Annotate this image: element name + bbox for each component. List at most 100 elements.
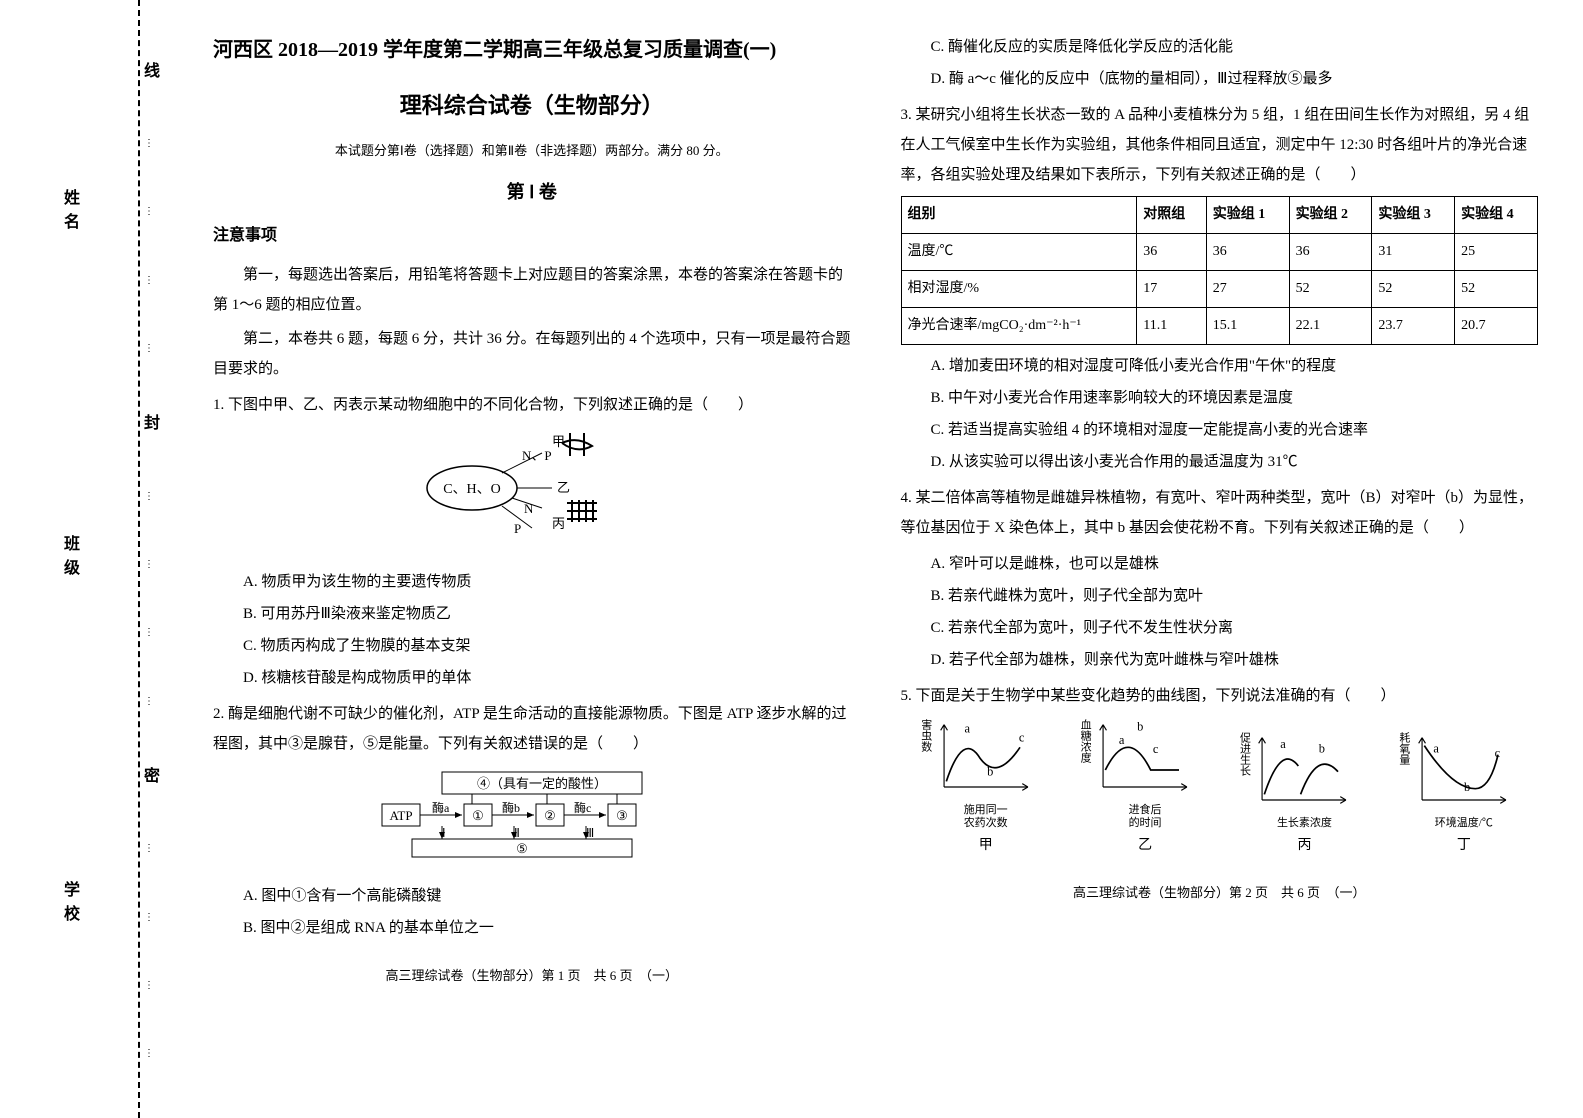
table-header-cell: 组别 [901,197,1137,234]
chart-ylabel: 害虫数 [920,719,931,752]
notice-p1: 第一，每题选出答案后，用铅笔将答题卡上对应题目的答案涂黑，本卷的答案涂在答题卡的… [213,260,851,320]
right-column: C. 酶催化反应的实质是降低化学反应的活化能 D. 酶 a～c 催化的反应中（底… [876,30,1564,1098]
svg-text:Ⅱ: Ⅱ [514,826,520,840]
seal-dots: 线 ⋮⋮⋮⋮ 封 ⋮⋮⋮⋮ 密 ⋮⋮⋮⋮ [140,0,158,1118]
svg-text:a: a [1281,737,1287,751]
q2-optC: C. 酶催化反应的实质是降低化学反应的活化能 [901,32,1539,62]
chart-ylabel: 促进生长 [1238,732,1249,776]
table-cell: 52 [1372,271,1455,308]
svg-text:P: P [514,521,521,536]
svg-text:c: c [1153,742,1159,756]
q4-optB: B. 若亲代雌株为宽叶，则子代全部为宽叶 [901,581,1539,611]
table-cell: 相对湿度/% [901,271,1137,308]
svg-text:C、H、O: C、H、O [443,482,501,497]
table-cell: 温度/℃ [901,234,1137,271]
table-cell: 17 [1137,271,1207,308]
q3-table: 组别对照组实验组 1实验组 2实验组 3实验组 4 温度/℃3636363125… [901,196,1539,345]
seal-word-mi: 密 [145,767,153,783]
binding-class: 班级 [57,535,81,583]
part-label: 第 Ⅰ 卷 [213,174,851,210]
q4-optD: D. 若子代全部为雄株，则亲代为宽叶雌株与窄叶雄株 [901,645,1539,675]
q5-charts: 害虫数 abc 施用同一 农药次数 甲 血糖浓度 abc 进食后 的时间 乙 促… [901,719,1539,860]
content-area: 河西区 2018—2019 学年度第二学期高三年级总复习质量调查(一) 理科综合… [158,0,1583,1118]
doc-title-1: 河西区 2018—2019 学年度第二学期高三年级总复习质量调查(一) [213,30,851,70]
svg-text:Ⅲ: Ⅲ [586,826,594,840]
table-cell: 22.1 [1289,308,1372,345]
q4-optA: A. 窄叶可以是雌株，也可以是雄株 [901,549,1539,579]
q1-optB: B. 可用苏丹Ⅲ染液来鉴定物质乙 [213,599,851,629]
table-cell: 15.1 [1206,308,1289,345]
table-header-cell: 对照组 [1137,197,1207,234]
q2-optB: B. 图中②是组成 RNA 的基本单位之一 [213,913,851,943]
chart-ylabel: 耗氧量 [1398,732,1409,765]
q1-optC: C. 物质丙构成了生物膜的基本支架 [213,631,851,661]
q1-optA: A. 物质甲为该生物的主要遗传物质 [213,567,851,597]
chart-item: 血糖浓度 abc 进食后 的时间 乙 [1079,719,1200,860]
q3-optC: C. 若适当提高实验组 4 的环境相对湿度一定能提高小麦的光合速率 [901,415,1539,445]
table-header-cell: 实验组 3 [1372,197,1455,234]
svg-text:⑤: ⑤ [516,841,528,856]
table-cell: 25 [1455,234,1538,271]
svg-text:c: c [1494,746,1500,760]
table-header-cell: 实验组 2 [1289,197,1372,234]
q1-optD: D. 核糖核苷酸是构成物质甲的单体 [213,663,851,693]
q1-figure: C、H、O N、P 甲 乙 N P 丙 [213,428,851,559]
svg-text:a: a [1119,733,1125,747]
seal-word-feng: 封 [145,414,153,430]
svg-text:N: N [524,501,534,516]
q3-optB: B. 中午对小麦光合作用速率影响较大的环境因素是温度 [901,383,1539,413]
table-cell: 36 [1206,234,1289,271]
svg-text:ATP: ATP [389,808,412,823]
svg-text:酶b: 酶b [502,800,520,815]
table-cell: 52 [1289,271,1372,308]
footer-left: 高三理综试卷（生物部分）第 1 页 共 6 页 （一） [213,963,851,989]
table-cell: 净光合速率/mgCO₂·dm⁻²·h⁻¹ [901,308,1137,345]
table-body: 温度/℃3636363125相对湿度/%1727525252净光合速率/mgCO… [901,234,1538,345]
q1-stem: 1. 下图中甲、乙、丙表示某动物细胞中的不同化合物，下列叙述正确的是（ ） [213,390,851,420]
doc-subtitle: 本试题分第Ⅰ卷（选择题）和第Ⅱ卷（非选择题）两部分。满分 80 分。 [213,138,851,164]
table-row: 温度/℃3636363125 [901,234,1538,271]
svg-text:N、P: N、P [522,448,552,463]
table-row: 净光合速率/mgCO₂·dm⁻²·h⁻¹11.115.122.123.720.7 [901,308,1538,345]
svg-text:②: ② [544,808,556,823]
svg-text:乙: 乙 [557,480,570,495]
table-cell: 27 [1206,271,1289,308]
table-header-cell: 实验组 1 [1206,197,1289,234]
table-row: 相对湿度/%1727525252 [901,271,1538,308]
svg-text:④（具有一定的酸性）: ④（具有一定的酸性） [477,776,607,791]
table-cell: 36 [1137,234,1207,271]
svg-text:Ⅰ: Ⅰ [442,826,446,840]
table-cell: 52 [1455,271,1538,308]
table-cell: 36 [1289,234,1372,271]
notice-p2: 第二，本卷共 6 题，每题 6 分，共计 36 分。在每题列出的 4 个选项中，… [213,324,851,384]
binding-school: 学校 [57,881,81,929]
q2-figure: ④（具有一定的酸性） ATP 酶a ① 酶b ② 酶c ③ Ⅰ Ⅱ [213,767,851,873]
chart-ylabel: 血糖浓度 [1079,719,1090,763]
svg-text:c: c [1019,731,1025,745]
q3-optD: D. 从该实验可以得出该小麦光合作用的最适温度为 31℃ [901,447,1539,477]
chart-item: 耗氧量 abc 环境温度/℃ 丁 [1398,732,1519,860]
table-header-cell: 实验组 4 [1455,197,1538,234]
table-cell: 20.7 [1455,308,1538,345]
doc-title-2: 理科综合试卷（生物部分） [213,84,851,128]
svg-text:b: b [1319,742,1325,756]
chart-item: 促进生长 ab 生长素浓度 丙 [1238,732,1359,860]
svg-text:a: a [1433,742,1439,756]
table-cell: 31 [1372,234,1455,271]
q4-optC: C. 若亲代全部为宽叶，则子代不发生性状分离 [901,613,1539,643]
svg-text:b: b [1137,719,1143,733]
svg-text:丙: 丙 [552,516,565,531]
footer-right: 高三理综试卷（生物部分）第 2 页 共 6 页 （一） [901,880,1539,906]
svg-text:①: ① [472,808,484,823]
table-cell: 23.7 [1372,308,1455,345]
q2-stem: 2. 酶是细胞代谢不可缺少的催化剂，ATP 是生命活动的直接能源物质。下图是 A… [213,699,851,759]
svg-text:酶a: 酶a [432,800,450,815]
q4-stem: 4. 某二倍体高等植物是雌雄异株植物，有宽叶、窄叶两种类型，宽叶（B）对窄叶（b… [901,483,1539,543]
svg-text:酶c: 酶c [574,800,591,815]
table-cell: 11.1 [1137,308,1207,345]
svg-text:b: b [1464,780,1470,794]
table-header-row: 组别对照组实验组 1实验组 2实验组 3实验组 4 [901,197,1538,234]
binding-name: 姓名 [57,189,81,237]
q2-optD: D. 酶 a～c 催化的反应中（底物的量相同），Ⅲ过程释放⑤最多 [901,64,1539,94]
notice-heading: 注意事项 [213,220,851,252]
